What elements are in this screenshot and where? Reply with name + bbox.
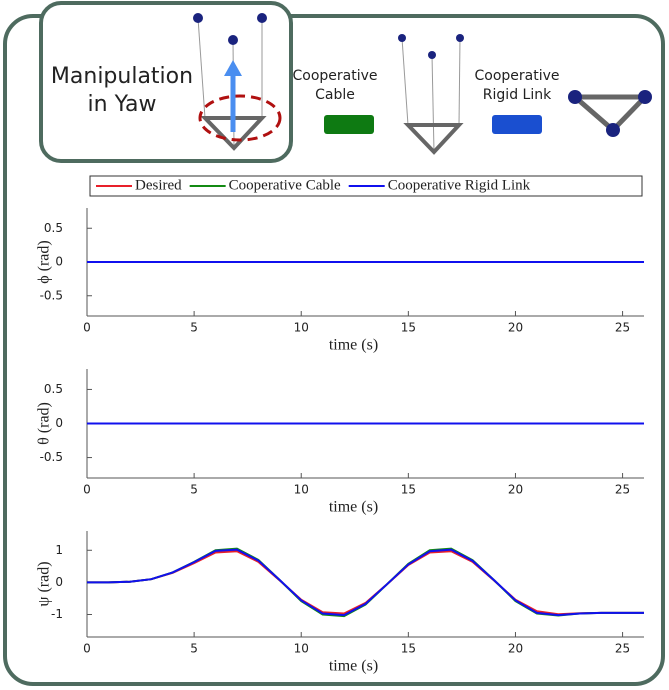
y-axis-label: ϕ (rad) [36, 240, 53, 284]
y-tick-label: 0.5 [44, 382, 63, 396]
x-tick-label: 20 [508, 483, 523, 497]
cable-swatch [324, 115, 374, 134]
x-tick-label: 20 [508, 321, 523, 335]
legend-label: Cooperative Cable [229, 177, 341, 193]
x-axis-label: time (s) [329, 337, 378, 354]
x-tick-label: 0 [83, 321, 91, 335]
x-tick-label: 15 [401, 642, 416, 656]
x-tick-label: 20 [508, 642, 523, 656]
rigid-swatch [492, 115, 542, 134]
x-tick-label: 25 [615, 321, 630, 335]
x-tick-label: 0 [83, 642, 91, 656]
x-tick-label: 25 [615, 483, 630, 497]
y-axis-label: θ (rad) [36, 402, 53, 445]
inset-title: in Yaw [88, 92, 157, 117]
rigid-label: Rigid Link [483, 87, 552, 103]
x-tick-label: 15 [401, 483, 416, 497]
outer-frame [3, 14, 665, 686]
x-tick-label: 10 [294, 642, 309, 656]
data-line [87, 547, 644, 618]
y-tick-label: 0 [55, 575, 63, 589]
x-tick-label: 10 [294, 483, 309, 497]
legend-label: Desired [135, 177, 182, 193]
y-tick-label: 1 [55, 543, 63, 557]
cable-label: Cable [315, 87, 355, 103]
y-tick-label: 0.5 [44, 221, 63, 235]
y-axis-label: ψ (rad) [36, 561, 53, 606]
x-tick-label: 0 [83, 483, 91, 497]
x-axis-label: time (s) [329, 658, 378, 675]
cable-illustration [398, 34, 464, 155]
x-tick-label: 5 [190, 321, 198, 335]
x-tick-label: 25 [615, 642, 630, 656]
x-axis-label: time (s) [329, 499, 378, 516]
legend-label: Cooperative Rigid Link [388, 177, 531, 193]
inset-title: Manipulation [51, 64, 193, 89]
x-tick-label: 5 [190, 642, 198, 656]
rigid-label: Cooperative [474, 68, 559, 84]
y-tick-label: 0 [55, 416, 63, 430]
y-tick-label: -0.5 [40, 288, 63, 302]
y-tick-label: -1 [51, 607, 63, 621]
yaw-illustration [193, 13, 282, 151]
x-tick-label: 5 [190, 483, 198, 497]
x-tick-label: 15 [401, 321, 416, 335]
y-tick-label: -0.5 [40, 450, 63, 464]
rigid-illustration [568, 90, 652, 137]
x-tick-label: 10 [294, 321, 309, 335]
y-tick-label: 0 [55, 255, 63, 269]
cable-label: Cooperative [292, 68, 377, 84]
inset-frame [39, 1, 293, 163]
data-line [87, 548, 644, 617]
